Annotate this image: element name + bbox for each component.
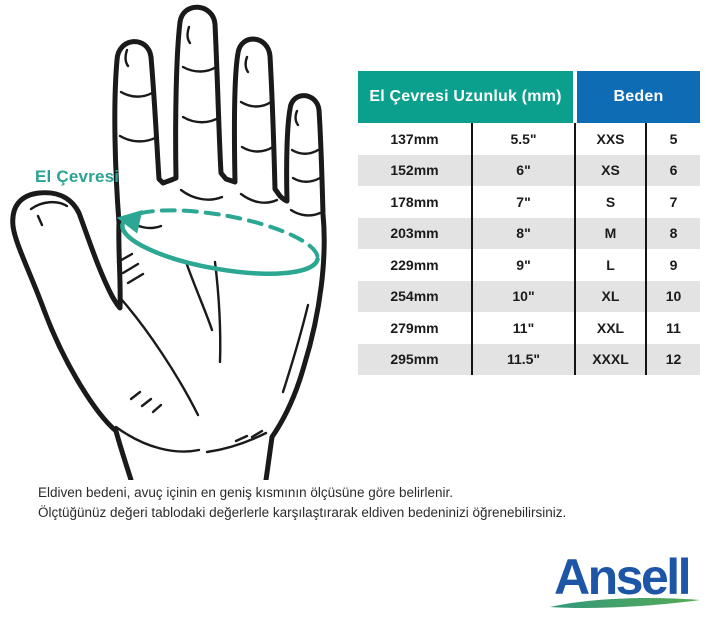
cell-inch: 9" bbox=[473, 249, 576, 281]
cell-inch: 11.5" bbox=[473, 343, 576, 375]
cell-size: XS bbox=[576, 154, 647, 186]
cell-mm: 254mm bbox=[358, 280, 473, 312]
ellipse-arrowhead-icon bbox=[116, 210, 143, 234]
cell-size-number: 11 bbox=[666, 319, 681, 336]
header-size: Beden bbox=[577, 71, 700, 123]
header-gap bbox=[573, 71, 577, 123]
cell-mm: 295mm bbox=[358, 343, 473, 375]
cell-size-number: 12 bbox=[665, 351, 682, 368]
table-row: 152mm 6" XS 6 bbox=[358, 154, 700, 186]
cell-inch: 8" bbox=[473, 217, 576, 249]
cell-inch: 5.5" bbox=[473, 123, 576, 155]
cell-size-number: 6 bbox=[669, 162, 678, 179]
cell-size: S bbox=[576, 186, 647, 218]
cell-size: XXL bbox=[576, 312, 647, 344]
cell-inch: 6" bbox=[473, 154, 576, 186]
size-table-header: El Çevresi Uzunluk (mm) Beden bbox=[358, 71, 700, 123]
cell-size: L bbox=[576, 249, 647, 281]
caption: Eldiven bedeni, avuç içinin en geniş kıs… bbox=[38, 483, 566, 522]
cell-mm: 203mm bbox=[358, 217, 473, 249]
cell-size-number: 9 bbox=[669, 256, 678, 273]
table-row: 254mm 10" XL 10 bbox=[358, 280, 700, 312]
ellipse-dashed-arc bbox=[120, 208, 320, 262]
size-table: El Çevresi Uzunluk (mm) Beden 137mm 5.5"… bbox=[358, 71, 700, 375]
cell-size: M bbox=[576, 217, 647, 249]
caption-line-1: Eldiven bedeni, avuç içinin en geniş kıs… bbox=[38, 485, 453, 500]
table-row: 178mm 7" S 7 bbox=[358, 186, 700, 218]
cell-inch: 10" bbox=[473, 280, 576, 312]
table-row: 295mm 11.5" XXXL 12 bbox=[358, 343, 700, 375]
cell-inch: 11" bbox=[473, 312, 576, 344]
circumference-ellipse bbox=[116, 208, 320, 276]
ansell-logo-text: Ansell bbox=[554, 549, 692, 605]
cell-size-number: 10 bbox=[665, 288, 682, 305]
cell-mm: 279mm bbox=[358, 312, 473, 344]
hand-crease-lines bbox=[29, 25, 322, 454]
hand-circumference-label: El Çevresi bbox=[35, 167, 120, 186]
cell-size-number: 8 bbox=[669, 225, 678, 242]
cell-size-number: 5 bbox=[669, 130, 678, 147]
cell-size: XL bbox=[576, 280, 647, 312]
header-measurement: El Çevresi Uzunluk (mm) bbox=[358, 71, 573, 123]
table-row: 229mm 9" L 9 bbox=[358, 249, 700, 281]
cell-inch: 7" bbox=[473, 186, 576, 218]
table-row: 203mm 8" M 8 bbox=[358, 217, 700, 249]
table-row: 137mm 5.5" XXS 5 bbox=[358, 123, 700, 155]
cell-mm: 137mm bbox=[358, 123, 473, 155]
caption-line-2: Ölçtüğünüz değeri tablodaki değerlerle k… bbox=[38, 504, 567, 520]
cell-mm: 152mm bbox=[358, 154, 473, 186]
cell-mm: 229mm bbox=[358, 249, 473, 281]
ellipse-solid-arc bbox=[120, 222, 320, 276]
hand-illustration bbox=[10, 4, 327, 480]
ansell-logo: Ansell bbox=[548, 549, 704, 611]
cell-mm: 178mm bbox=[358, 186, 473, 218]
ansell-swoosh-icon bbox=[550, 598, 700, 609]
cell-size: XXS bbox=[576, 123, 647, 155]
cell-size: XXXL bbox=[576, 343, 647, 375]
cell-size-number: 7 bbox=[669, 193, 678, 210]
table-row: 279mm 11" XXL 11 bbox=[358, 312, 700, 344]
